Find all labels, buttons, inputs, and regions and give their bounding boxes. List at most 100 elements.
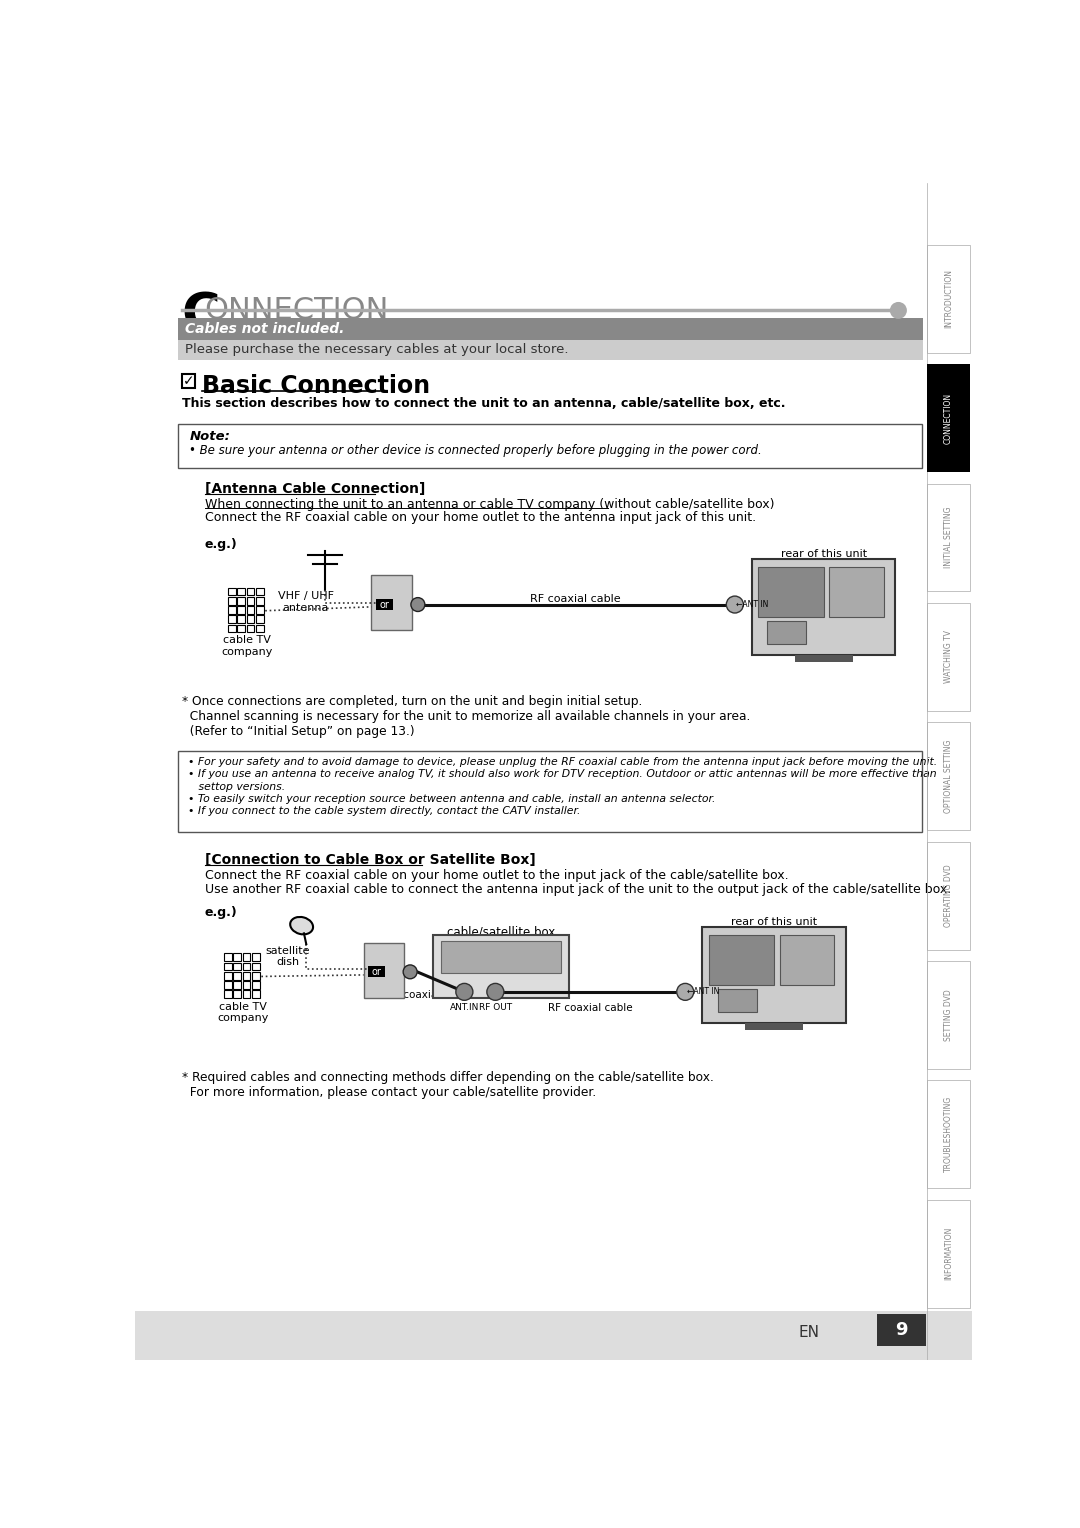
Bar <box>256 588 264 596</box>
Bar <box>225 963 232 970</box>
Bar <box>225 990 232 998</box>
Bar <box>177 423 921 468</box>
Text: INTRODUCTION: INTRODUCTION <box>944 269 953 329</box>
Text: satellite
dish: satellite dish <box>266 946 310 967</box>
Bar <box>243 953 251 961</box>
Bar <box>372 575 411 630</box>
Text: • If you connect to the cable system directly, contact the CATV installer.: • If you connect to the cable system dir… <box>188 807 580 816</box>
Bar <box>246 616 255 623</box>
Bar <box>252 990 260 998</box>
Bar <box>795 656 852 662</box>
Bar <box>256 597 264 605</box>
Text: cable TV
company: cable TV company <box>221 636 272 657</box>
Bar <box>238 616 245 623</box>
Text: * Required cables and connecting methods differ depending on the cable/satellite: * Required cables and connecting methods… <box>181 1071 714 1099</box>
Bar <box>752 559 895 656</box>
Text: [Antenna Cable Connection]: [Antenna Cable Connection] <box>205 483 426 497</box>
Bar <box>364 943 404 998</box>
Bar <box>708 935 774 986</box>
Bar <box>177 339 923 359</box>
Circle shape <box>403 964 417 979</box>
Text: ONNECTION: ONNECTION <box>205 296 389 325</box>
Bar <box>181 374 195 388</box>
Bar <box>238 607 245 614</box>
Bar <box>252 981 260 989</box>
Text: e.g.): e.g.) <box>205 538 238 550</box>
Bar <box>233 990 241 998</box>
Bar <box>780 935 834 986</box>
Bar <box>877 1314 926 1346</box>
Bar <box>228 607 235 614</box>
Circle shape <box>890 303 907 319</box>
Bar <box>233 981 241 989</box>
Bar <box>745 1024 804 1030</box>
Bar <box>228 597 235 605</box>
Bar <box>441 941 562 973</box>
Bar <box>225 981 232 989</box>
Bar <box>256 607 264 614</box>
Text: • For your safety and to avoid damage to device, please unplug the RF coaxial ca: • For your safety and to avoid damage to… <box>188 756 937 767</box>
Text: INITIAL SETTING: INITIAL SETTING <box>944 507 953 568</box>
Bar <box>927 842 970 949</box>
Text: Note:: Note: <box>189 429 230 443</box>
Bar <box>233 963 241 970</box>
Text: RF OUT: RF OUT <box>478 1004 512 1013</box>
Text: CONNECTION: CONNECTION <box>944 393 953 443</box>
Bar <box>177 318 923 339</box>
Text: INFORMATION: INFORMATION <box>944 1227 953 1280</box>
Bar <box>246 588 255 596</box>
Text: ANT.IN: ANT.IN <box>449 1004 480 1013</box>
Text: or: or <box>379 599 390 610</box>
Bar <box>243 963 251 970</box>
Bar <box>927 484 970 591</box>
Text: ←ANT IN: ←ANT IN <box>687 987 719 996</box>
Text: C: C <box>181 290 220 342</box>
Bar <box>252 953 260 961</box>
Text: TROUBLESHOOTING: TROUBLESHOOTING <box>944 1096 953 1172</box>
Bar <box>225 953 232 961</box>
Bar <box>228 588 235 596</box>
Text: e.g.): e.g.) <box>205 906 238 918</box>
Text: * Once connections are completed, turn on the unit and begin initial setup.
  Ch: * Once connections are completed, turn o… <box>181 695 750 738</box>
Bar <box>927 604 970 711</box>
Bar <box>256 625 264 633</box>
Text: RF coaxial cable: RF coaxial cable <box>548 1004 633 1013</box>
Bar <box>238 588 245 596</box>
Bar <box>252 963 260 970</box>
Bar <box>246 597 255 605</box>
Text: When connecting the unit to an antenna or cable TV company (without cable/satell: When connecting the unit to an antenna o… <box>205 498 774 510</box>
Text: cable/satellite box: cable/satellite box <box>447 926 555 938</box>
Text: Use another RF coaxial cable to connect the antenna input jack of the unit to th: Use another RF coaxial cable to connect … <box>205 883 951 895</box>
Text: OPERATING DVD: OPERATING DVD <box>944 865 953 927</box>
Circle shape <box>456 984 473 1001</box>
Bar <box>246 607 255 614</box>
Circle shape <box>410 597 424 611</box>
Text: Cables not included.: Cables not included. <box>186 322 345 336</box>
Text: Please purchase the necessary cables at your local store.: Please purchase the necessary cables at … <box>186 344 569 356</box>
Ellipse shape <box>291 917 313 934</box>
Text: rear of this unit: rear of this unit <box>781 549 866 559</box>
Circle shape <box>727 596 743 613</box>
Text: Connect the RF coaxial cable on your home outlet to the input jack of the cable/: Connect the RF coaxial cable on your hom… <box>205 868 788 882</box>
Bar <box>829 567 883 617</box>
Bar <box>177 750 921 833</box>
Text: • Be sure your antenna or other device is connected properly before plugging in : • Be sure your antenna or other device i… <box>189 443 762 457</box>
Bar <box>927 364 970 472</box>
Circle shape <box>677 984 693 1001</box>
Bar <box>233 972 241 979</box>
Text: Connect the RF coaxial cable on your home outlet to the antenna input jack of th: Connect the RF coaxial cable on your hom… <box>205 512 756 524</box>
Text: SETTING DVD: SETTING DVD <box>944 989 953 1041</box>
Bar <box>376 599 393 610</box>
Bar <box>927 244 970 353</box>
Bar <box>233 953 241 961</box>
Bar <box>135 1311 972 1360</box>
Bar <box>433 935 569 998</box>
Text: or: or <box>372 967 381 976</box>
Text: • If you use an antenna to receive analog TV, it should also work for DTV recept: • If you use an antenna to receive analo… <box>188 769 936 779</box>
Bar <box>228 616 235 623</box>
Bar <box>768 620 806 643</box>
Bar <box>243 990 251 998</box>
Bar <box>228 625 235 633</box>
Bar <box>225 972 232 979</box>
Text: RF coaxial cable: RF coaxial cable <box>387 990 472 999</box>
